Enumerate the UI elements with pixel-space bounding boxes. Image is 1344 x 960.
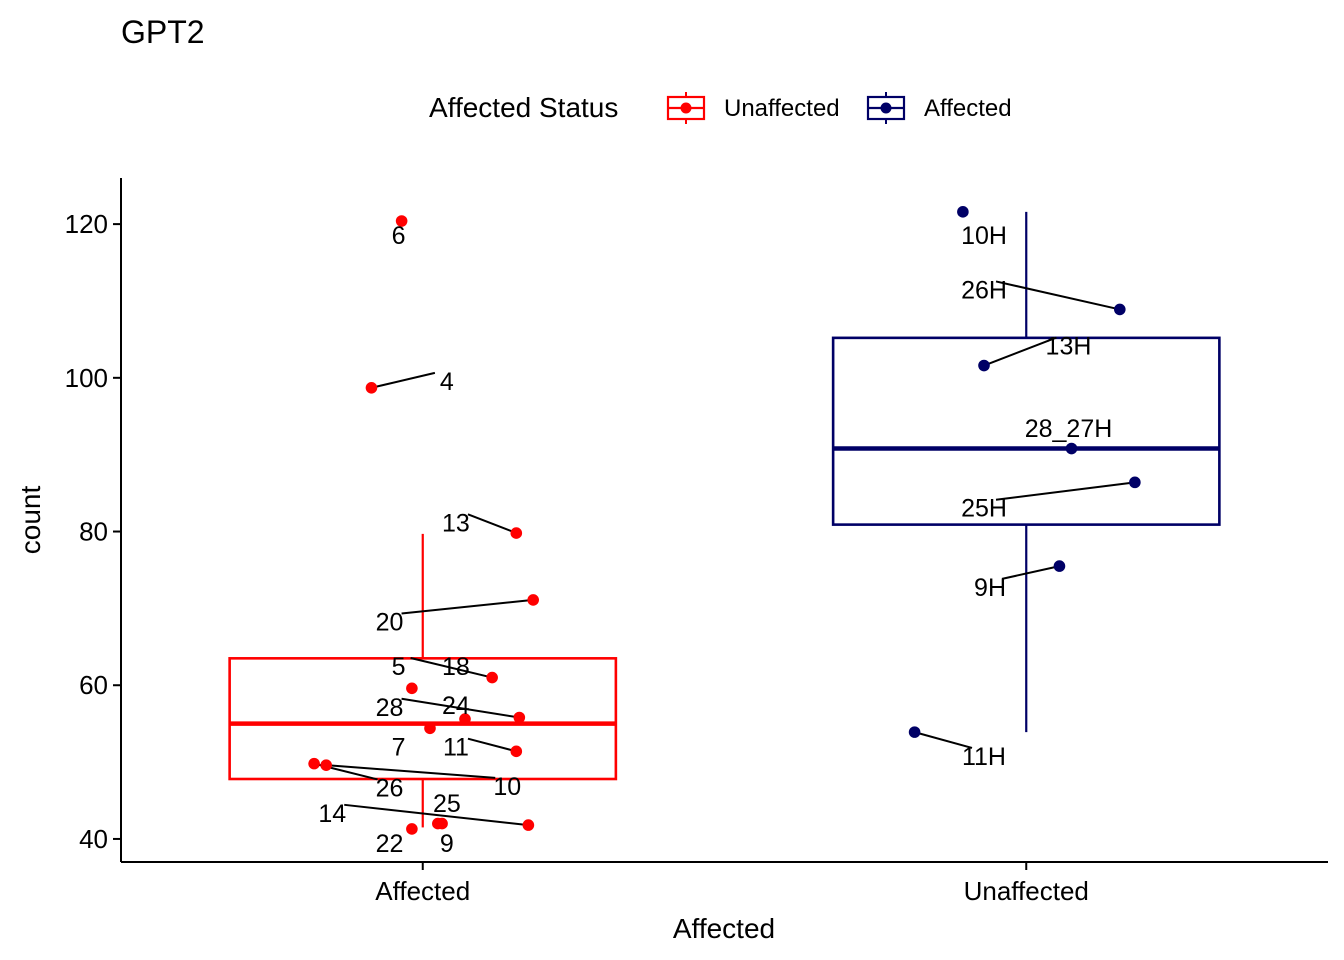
legend: Affected Status Unaffected Affected [429,92,1012,124]
data-point [436,817,448,830]
point-label: 7 [392,734,406,762]
label-connector [410,657,493,679]
legend-entries: Unaffected Affected [666,92,1012,124]
x-axis-title: Affected [673,913,775,944]
data-point [510,527,523,539]
point-label: 10H [961,222,1007,250]
label-connector [467,737,517,753]
data-point [908,726,921,738]
point-label: 10 [493,773,521,801]
legend-key-point [680,102,692,114]
series-affected: 10H 26H 13H 28_27H 25H 9H 11H [831,206,1221,771]
data-point [510,745,523,758]
data-point [406,682,418,695]
legend-entry: Affected [866,92,1012,124]
point-label: 22 [376,830,404,858]
label-connector [401,598,534,615]
data-point [365,382,378,394]
data-point [320,759,332,771]
data-point [406,823,418,835]
legend-label: Unaffected [724,95,840,122]
point-label: 24 [442,692,470,720]
point-label: 26 [376,774,404,802]
data-point [513,711,526,724]
y-tick-label: 120 [65,209,108,239]
point-label: 11H [962,743,1006,771]
point-label: 4 [440,368,454,396]
point-label: 11 [443,734,469,762]
label-connector [371,371,436,389]
label-connector [401,697,520,719]
data-point [1129,476,1141,489]
data-point [486,671,498,684]
label-connector [995,481,1136,501]
y-tick-label: 60 [79,670,108,700]
point-label: 26H [961,276,1007,304]
y-tick-label: 40 [79,824,108,854]
legend-title: Affected Status [429,92,618,123]
y-tick-label: 100 [65,363,108,393]
label-connector [995,280,1121,311]
point-label: 9 [440,830,454,858]
box-iqr [228,657,618,781]
label-connector [326,764,496,779]
x-tick-label: Unaffected [964,876,1089,906]
label-connector [914,731,973,749]
data-point [459,713,471,725]
point-label: 9H [974,574,1006,602]
point-label: 13H [1046,333,1092,361]
data-point [527,594,539,606]
y-axis-ticks: 40 60 80 100 120 [65,209,121,854]
data-point [978,359,990,372]
data-point [1053,560,1066,572]
data-point [957,206,969,218]
chart-title: GPT2 [121,14,205,50]
data-point [1065,442,1078,455]
y-axis-title: count [15,486,46,555]
x-axis-ticks: Affected Unaffected [375,862,1089,906]
point-label: 18 [442,653,470,681]
plot-area: 6 4 13 20 5 18 28 24 7 11 26 10 25 14 22 9 10H 26H 13H 28_2… [228,206,1221,858]
label-connector [467,513,517,534]
point-label: 13 [442,509,470,537]
box-iqr [831,336,1221,526]
data-point [424,722,436,735]
x-tick-label: Affected [375,876,470,906]
point-label: 14 [318,800,346,828]
data-point [522,819,535,831]
point-label: 28 [376,694,404,722]
point-label: 6 [392,222,406,250]
point-label: 25 [433,790,461,818]
data-point [308,757,320,770]
label-connector [983,336,1057,367]
y-tick-label: 80 [79,517,108,547]
legend-entry: Unaffected [666,92,840,124]
label-connector [344,803,529,827]
legend-key-point [880,102,892,114]
series-unaffected: 6 4 13 20 5 18 28 24 7 11 26 10 25 14 22 9 [228,215,618,858]
point-label: 20 [376,608,404,636]
point-label: 25H [961,495,1007,523]
point-label: 5 [392,653,406,681]
data-point [395,215,408,227]
legend-label: Affected [924,95,1012,122]
point-label: 28_27H [1025,415,1113,443]
data-point [1113,303,1126,316]
label-connector [1001,565,1060,580]
